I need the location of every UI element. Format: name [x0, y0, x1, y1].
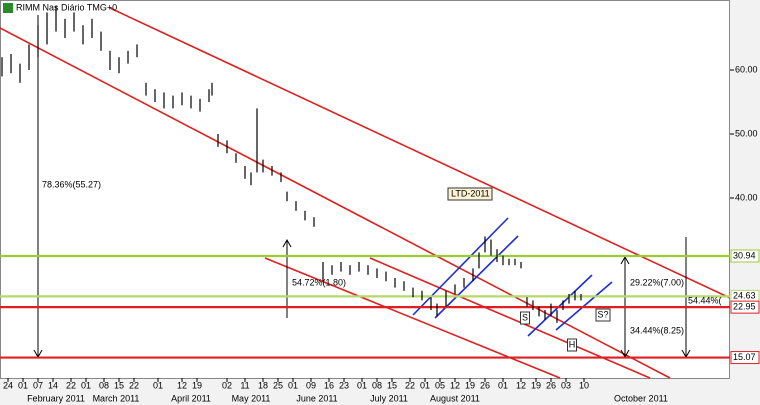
plot-frame — [0, 0, 730, 379]
x-tick-label: 12 — [177, 380, 187, 390]
x-tick-label: 15 — [387, 380, 397, 390]
month-label: June 2011 — [296, 393, 337, 403]
level-label: 15.07 — [733, 352, 756, 362]
x-tick-label: 26 — [546, 380, 556, 390]
annotation-box — [447, 187, 493, 201]
level-label: 30.94 — [733, 250, 756, 260]
x-tick-label: 01 — [18, 380, 28, 390]
annotation: 54.44%( — [688, 295, 722, 305]
x-tick-label: 01 — [357, 380, 367, 390]
annotation: 78.36%(55.27) — [42, 179, 101, 189]
x-tick-label: 05 — [435, 380, 445, 390]
chart-title: RIMM Nas Diário TMG+0 — [16, 2, 117, 12]
x-tick-label: 16 — [324, 380, 334, 390]
level-label: 22.95 — [733, 301, 756, 311]
x-tick-label: 08 — [99, 380, 109, 390]
x-tick-label: 01 — [288, 380, 298, 390]
x-tick-label: 08 — [372, 380, 382, 390]
x-tick-label: 19 — [465, 380, 475, 390]
annotation: H — [569, 339, 576, 349]
x-tick-label: 23 — [339, 380, 349, 390]
level-label: 24.63 — [733, 291, 756, 301]
x-tick-label: 25 — [273, 380, 283, 390]
channel-line — [555, 281, 613, 331]
x-tick-label: 11 — [240, 380, 249, 390]
x-tick-label: 22 — [129, 380, 139, 390]
annotation: LTD-2011 — [451, 188, 490, 198]
level-tag — [730, 300, 760, 314]
x-tick-label: 22 — [66, 380, 76, 390]
month-label: May 2011 — [232, 393, 271, 403]
x-tick-label: 01 — [153, 380, 163, 390]
annotation: 29.22%(7.00) — [630, 277, 684, 287]
x-tick-label: 24 — [3, 380, 13, 390]
annotation: S — [522, 312, 528, 322]
annotation-box — [595, 308, 611, 322]
x-tick-label: 03 — [561, 380, 571, 390]
x-tick-label: 19 — [531, 380, 541, 390]
channel-line — [434, 235, 519, 319]
y-tick-label: 60.00 — [735, 64, 758, 74]
level-tag — [730, 351, 760, 365]
month-label: October 2011 — [614, 393, 668, 403]
month-label: July 2011 — [370, 393, 408, 403]
x-tick-label: 09 — [306, 380, 316, 390]
x-tick-label: 01 — [498, 380, 508, 390]
x-tick-label: 26 — [480, 380, 490, 390]
month-label: August 2011 — [430, 393, 480, 403]
x-tick-label: 15 — [114, 380, 124, 390]
channel-line — [412, 217, 509, 316]
month-label: February 2011 — [27, 393, 85, 403]
month-label: March 2011 — [93, 393, 140, 403]
x-axis-band — [0, 379, 730, 405]
x-tick-label: 18 — [258, 380, 268, 390]
x-tick-label: 02 — [222, 380, 232, 390]
blue-channels — [412, 217, 613, 337]
x-tick-label: 14 — [48, 380, 58, 390]
level-tag — [730, 249, 760, 263]
annotation: S? — [597, 309, 608, 319]
x-tick-label: 22 — [405, 380, 415, 390]
y-tick-label: 40.00 — [735, 192, 758, 202]
annotation-box — [520, 311, 530, 325]
channel-line — [0, 27, 671, 379]
x-tick-label: 19 — [192, 380, 202, 390]
y-tick-label: 50.00 — [735, 128, 758, 138]
x-tick-label: 01 — [81, 380, 91, 390]
annotation-box — [567, 338, 577, 352]
channel-line — [527, 274, 593, 337]
month-label: April 2011 — [171, 393, 211, 403]
symbol-icon — [3, 3, 13, 13]
channel-line — [109, 7, 760, 313]
annotation: 34.44%(8.25) — [630, 325, 684, 335]
annotation: 54.72%(1.80) — [292, 277, 346, 287]
x-tick-label: 01 — [420, 380, 430, 390]
x-tick-label: 12 — [516, 380, 526, 390]
x-tick-label: 12 — [450, 380, 460, 390]
x-tick-label: 07 — [33, 380, 43, 390]
x-tick-label: 10 — [579, 380, 589, 390]
y-axis-band — [730, 0, 760, 405]
